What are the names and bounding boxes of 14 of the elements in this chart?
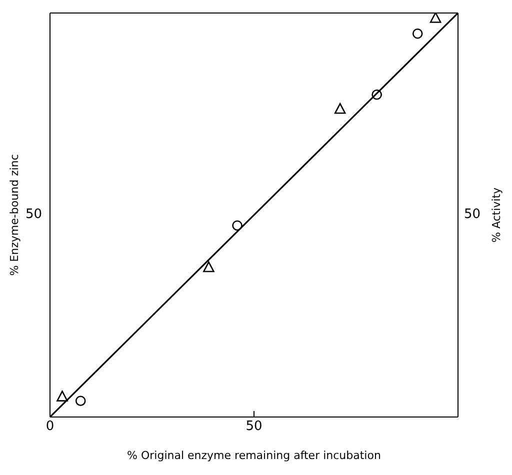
point: [56, 390, 68, 402]
x-axis-title: % Original enzyme remaining after incubation: [127, 449, 381, 462]
point: [412, 28, 423, 39]
y2-axis-title: % Activity: [490, 186, 503, 243]
point: [334, 103, 346, 114]
x-tick-label: 0: [46, 419, 54, 434]
text: 50: [25, 207, 42, 222]
text: 50: [464, 207, 481, 222]
y-axis-title: % Enzyme-bound zinc: [8, 154, 21, 276]
point: [430, 13, 442, 23]
point: [232, 220, 242, 231]
point: [372, 89, 382, 100]
point: [75, 396, 86, 406]
point: [203, 261, 214, 272]
